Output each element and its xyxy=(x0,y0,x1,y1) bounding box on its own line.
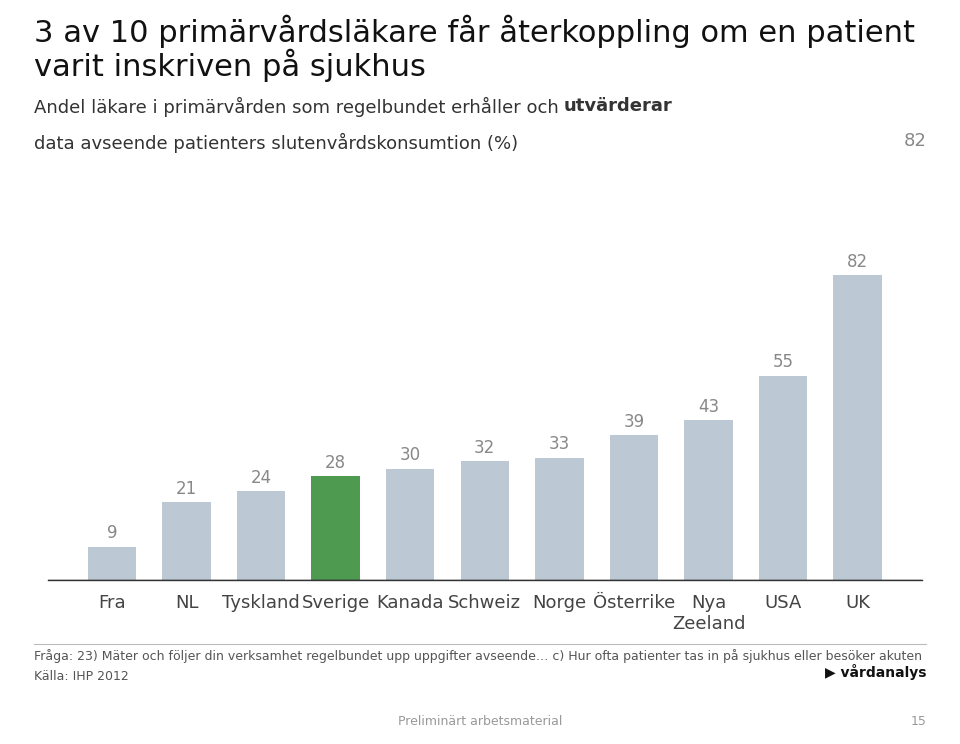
Text: Fråga: 23) Mäter och följer din verksamhet regelbundet upp uppgifter avseende… c: Fråga: 23) Mäter och följer din verksamh… xyxy=(34,649,922,663)
Text: 15: 15 xyxy=(910,715,926,728)
Bar xyxy=(162,502,211,580)
Text: 30: 30 xyxy=(399,446,420,464)
Bar xyxy=(237,491,285,580)
Text: 28: 28 xyxy=(325,454,347,472)
Bar xyxy=(833,275,882,580)
Text: Preliminärt arbetsmaterial: Preliminärt arbetsmaterial xyxy=(397,715,563,728)
Bar xyxy=(758,376,807,580)
Bar xyxy=(535,458,584,580)
Text: 3 av 10 primärvårdsläkare får återkoppling om en patient: 3 av 10 primärvårdsläkare får återkoppli… xyxy=(34,15,915,48)
Text: 9: 9 xyxy=(107,525,117,542)
Text: 82: 82 xyxy=(847,253,868,271)
Bar xyxy=(610,435,659,580)
Bar xyxy=(386,469,435,580)
Text: 24: 24 xyxy=(251,469,272,487)
Bar xyxy=(87,547,136,580)
Text: 32: 32 xyxy=(474,439,495,457)
Text: 39: 39 xyxy=(623,413,644,431)
Text: data avseende patienters slutenvårdskonsumtion (%): data avseende patienters slutenvårdskons… xyxy=(34,132,517,153)
Text: 33: 33 xyxy=(549,435,570,453)
Text: 43: 43 xyxy=(698,398,719,416)
Bar xyxy=(684,420,732,580)
Text: varit inskriven på sjukhus: varit inskriven på sjukhus xyxy=(34,48,425,82)
Text: Andel läkare i primärvården som regelbundet erhåller och: Andel läkare i primärvården som regelbun… xyxy=(34,97,564,117)
Text: 82: 82 xyxy=(903,132,926,150)
Text: 21: 21 xyxy=(176,480,197,498)
Text: ▶ vårdanalys: ▶ vårdanalys xyxy=(825,664,926,680)
Text: 55: 55 xyxy=(773,353,794,371)
Text: utvärderar: utvärderar xyxy=(564,97,673,115)
Bar xyxy=(461,461,509,580)
Text: Källa: IHP 2012: Källa: IHP 2012 xyxy=(34,670,129,682)
Bar xyxy=(311,476,360,580)
